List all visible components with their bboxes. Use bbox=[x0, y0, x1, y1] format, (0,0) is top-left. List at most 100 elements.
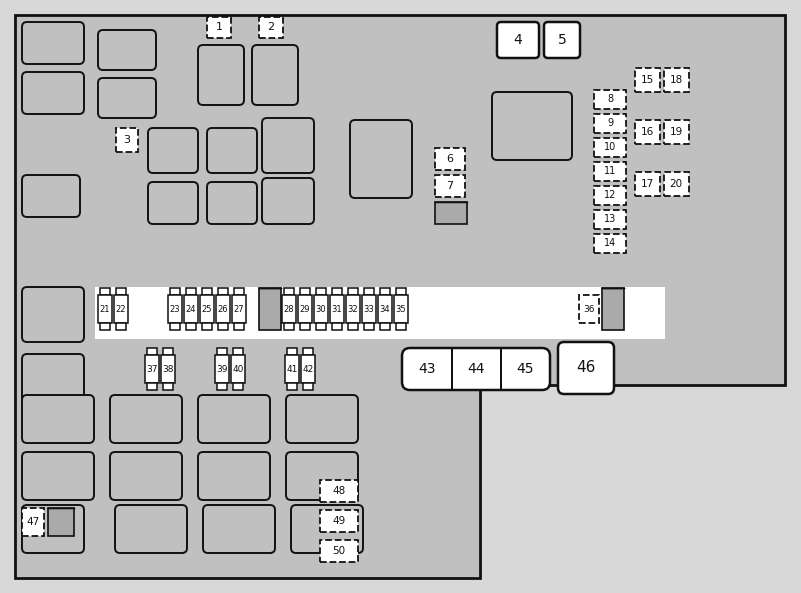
Bar bbox=[362, 295, 376, 323]
FancyBboxPatch shape bbox=[350, 120, 412, 198]
FancyBboxPatch shape bbox=[98, 30, 156, 70]
Bar bbox=[451, 348, 453, 390]
Bar bbox=[98, 295, 112, 323]
FancyBboxPatch shape bbox=[110, 452, 182, 500]
Text: 48: 48 bbox=[332, 486, 345, 496]
Bar bbox=[232, 295, 246, 323]
Bar bbox=[161, 355, 175, 383]
Bar bbox=[635, 172, 660, 196]
FancyBboxPatch shape bbox=[22, 22, 84, 64]
Bar bbox=[635, 120, 660, 144]
Bar bbox=[320, 540, 358, 562]
Text: 16: 16 bbox=[640, 127, 654, 137]
FancyBboxPatch shape bbox=[286, 395, 358, 443]
FancyBboxPatch shape bbox=[558, 342, 614, 394]
Text: 30: 30 bbox=[316, 304, 326, 314]
Bar bbox=[316, 288, 326, 295]
Bar bbox=[200, 295, 214, 323]
Text: 42: 42 bbox=[302, 365, 314, 374]
Bar bbox=[285, 355, 299, 383]
Bar bbox=[348, 288, 358, 295]
FancyBboxPatch shape bbox=[402, 348, 550, 390]
Text: 22: 22 bbox=[116, 304, 127, 314]
Bar bbox=[635, 68, 660, 92]
Bar bbox=[218, 323, 228, 330]
FancyBboxPatch shape bbox=[98, 78, 156, 118]
Bar bbox=[364, 288, 374, 295]
Text: 1: 1 bbox=[215, 22, 223, 32]
Text: 12: 12 bbox=[604, 190, 616, 200]
Text: 6: 6 bbox=[446, 154, 453, 164]
Text: 5: 5 bbox=[557, 33, 566, 47]
Bar bbox=[116, 323, 126, 330]
Text: 21: 21 bbox=[100, 304, 111, 314]
Bar bbox=[594, 114, 626, 133]
Text: 32: 32 bbox=[348, 304, 358, 314]
Bar bbox=[207, 17, 231, 38]
FancyBboxPatch shape bbox=[22, 72, 84, 114]
Bar bbox=[186, 323, 196, 330]
FancyBboxPatch shape bbox=[286, 452, 358, 500]
FancyBboxPatch shape bbox=[22, 505, 84, 553]
Bar bbox=[184, 295, 198, 323]
Bar bbox=[287, 383, 297, 390]
Bar bbox=[259, 17, 283, 38]
Bar bbox=[163, 348, 173, 355]
Bar bbox=[234, 288, 244, 295]
Bar bbox=[380, 288, 390, 295]
Bar bbox=[168, 295, 182, 323]
Text: 28: 28 bbox=[284, 304, 294, 314]
Bar bbox=[186, 288, 196, 295]
FancyBboxPatch shape bbox=[207, 182, 257, 224]
Bar bbox=[602, 288, 624, 330]
Text: 26: 26 bbox=[218, 304, 228, 314]
Bar bbox=[170, 323, 180, 330]
Bar bbox=[332, 288, 342, 295]
FancyBboxPatch shape bbox=[497, 22, 539, 58]
Bar bbox=[100, 323, 110, 330]
Bar bbox=[116, 288, 126, 295]
Text: 31: 31 bbox=[332, 304, 342, 314]
Text: 24: 24 bbox=[186, 304, 196, 314]
Text: 8: 8 bbox=[607, 94, 613, 104]
Bar bbox=[300, 323, 310, 330]
Bar bbox=[145, 355, 159, 383]
Text: 50: 50 bbox=[332, 546, 345, 556]
FancyBboxPatch shape bbox=[291, 505, 363, 553]
Text: 4: 4 bbox=[513, 33, 522, 47]
Bar bbox=[218, 288, 228, 295]
Bar bbox=[287, 348, 297, 355]
Bar bbox=[316, 323, 326, 330]
Bar bbox=[594, 162, 626, 181]
Bar bbox=[579, 295, 599, 323]
Bar bbox=[594, 138, 626, 157]
Text: 33: 33 bbox=[364, 304, 374, 314]
FancyBboxPatch shape bbox=[198, 452, 270, 500]
FancyBboxPatch shape bbox=[262, 178, 314, 224]
Bar bbox=[170, 288, 180, 295]
Bar bbox=[216, 295, 230, 323]
FancyBboxPatch shape bbox=[207, 128, 257, 173]
Bar bbox=[284, 288, 294, 295]
Text: 37: 37 bbox=[147, 365, 158, 374]
Bar bbox=[147, 348, 157, 355]
Text: 13: 13 bbox=[604, 214, 616, 224]
Text: 17: 17 bbox=[640, 179, 654, 189]
Bar bbox=[435, 175, 465, 197]
Bar bbox=[330, 295, 344, 323]
Bar bbox=[664, 172, 689, 196]
Bar bbox=[594, 90, 626, 109]
FancyBboxPatch shape bbox=[22, 452, 94, 500]
Bar bbox=[147, 383, 157, 390]
Bar bbox=[282, 295, 296, 323]
Bar bbox=[332, 323, 342, 330]
Bar bbox=[100, 288, 110, 295]
Text: 9: 9 bbox=[607, 118, 613, 128]
Bar bbox=[320, 480, 358, 502]
Bar bbox=[231, 355, 245, 383]
Bar bbox=[378, 295, 392, 323]
Bar bbox=[664, 120, 689, 144]
Bar bbox=[298, 295, 312, 323]
Text: 40: 40 bbox=[232, 365, 244, 374]
Text: 25: 25 bbox=[202, 304, 212, 314]
